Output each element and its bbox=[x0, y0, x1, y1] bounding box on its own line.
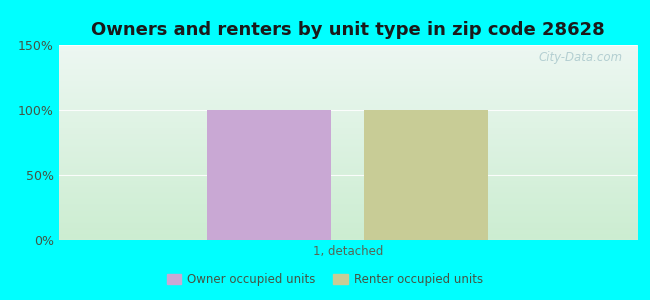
Bar bbox=[207, 110, 332, 240]
Bar bbox=[364, 110, 488, 240]
Text: City-Data.com: City-Data.com bbox=[538, 51, 623, 64]
Legend: Owner occupied units, Renter occupied units: Owner occupied units, Renter occupied un… bbox=[162, 269, 488, 291]
Title: Owners and renters by unit type in zip code 28628: Owners and renters by unit type in zip c… bbox=[91, 21, 604, 39]
